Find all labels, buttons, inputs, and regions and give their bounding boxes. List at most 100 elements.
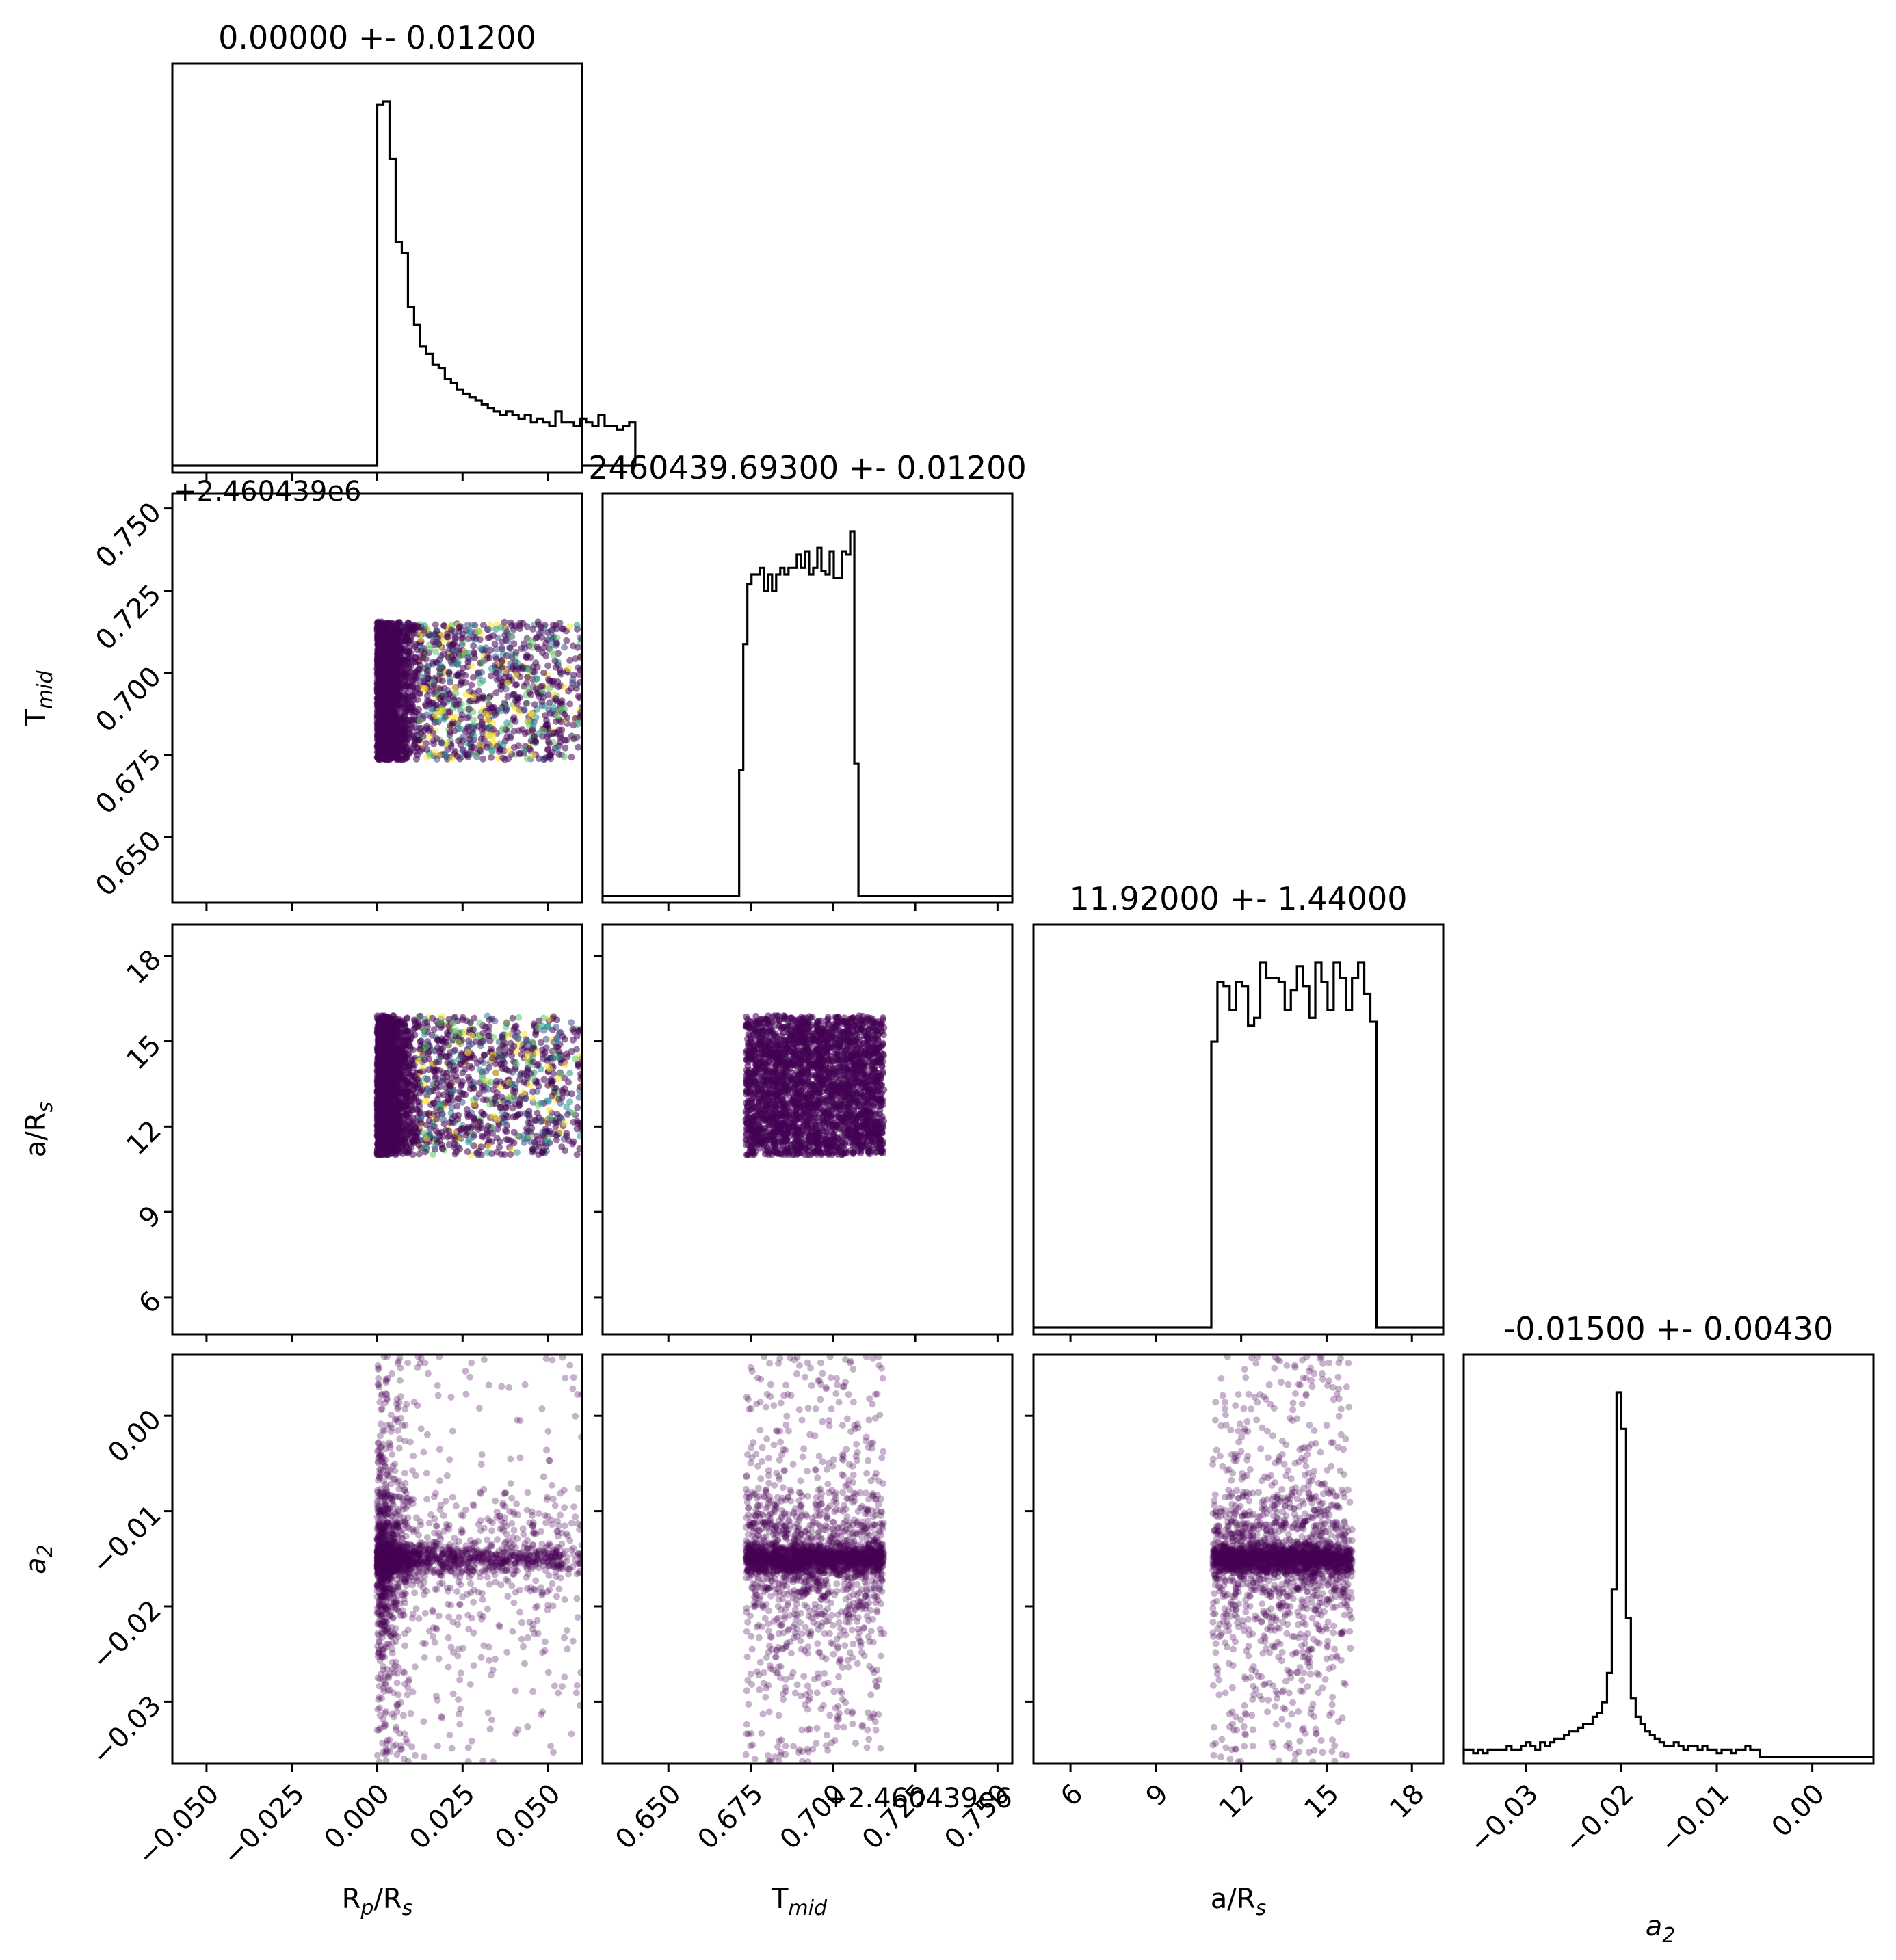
scatter-point xyxy=(479,755,487,763)
scatter-point xyxy=(451,1112,458,1120)
scatter-point xyxy=(538,1118,545,1126)
scatter-point xyxy=(563,637,570,644)
scatter-point xyxy=(417,1012,424,1020)
scatter-point xyxy=(534,646,542,653)
scatter-point xyxy=(421,622,428,629)
scatter-point xyxy=(397,736,405,743)
scatter-point xyxy=(421,1148,429,1156)
scatter-point xyxy=(499,754,507,762)
scatter-point xyxy=(453,643,461,650)
scatter-point xyxy=(550,729,557,737)
scatter-point xyxy=(553,745,561,753)
scatter-point xyxy=(389,741,396,749)
scatter-point xyxy=(529,1053,536,1061)
scatter-point xyxy=(521,706,528,713)
scatter-point xyxy=(390,732,397,739)
scatter-point xyxy=(503,719,511,727)
scatter-point xyxy=(552,695,559,702)
scatter-point xyxy=(548,648,555,655)
scatter-point xyxy=(536,1143,543,1151)
scatter-point xyxy=(568,754,575,761)
scatter-point xyxy=(492,655,500,663)
scatter-point xyxy=(503,1020,510,1027)
scatter-point xyxy=(539,1148,547,1156)
scatter-point xyxy=(566,623,574,631)
scatter-point xyxy=(492,646,500,653)
scatter-point xyxy=(484,1129,491,1137)
scatter-point xyxy=(482,644,490,652)
scatter-point xyxy=(459,664,466,672)
scatter-point xyxy=(472,1038,479,1046)
scatter-point xyxy=(537,1100,544,1107)
scatter-point xyxy=(449,1068,457,1074)
scatter-point xyxy=(535,1017,542,1024)
scatter-point xyxy=(507,660,514,667)
scatter-point xyxy=(446,690,453,698)
scatter-point xyxy=(568,1090,575,1098)
scatter-point xyxy=(464,1123,472,1130)
scatter-point xyxy=(408,650,414,657)
scatter-point xyxy=(454,1076,462,1084)
scatter-point xyxy=(484,1149,491,1156)
scatter-point xyxy=(550,703,557,711)
scatter-point xyxy=(446,708,453,716)
scatter-point xyxy=(438,677,446,685)
scatter-point xyxy=(457,726,464,733)
scatter-point xyxy=(558,697,566,704)
scatter-point xyxy=(424,667,431,675)
scatter-point xyxy=(491,640,499,648)
scatter-point xyxy=(498,1033,505,1041)
scatter-point xyxy=(383,1100,391,1108)
scatter-point xyxy=(534,1109,541,1117)
scatter-point xyxy=(460,746,467,754)
scatter-point xyxy=(527,709,534,717)
scatter-point xyxy=(405,1124,412,1132)
scatter-point xyxy=(529,722,537,730)
scatter-point xyxy=(464,658,472,665)
scatter-point xyxy=(421,685,428,693)
scatter-point xyxy=(472,752,479,759)
scatter-point xyxy=(423,722,431,730)
scatter-point xyxy=(544,1138,551,1145)
scatter-point xyxy=(479,1076,486,1083)
scatter-point xyxy=(503,628,510,636)
scatter-point xyxy=(429,1014,436,1022)
scatter-point xyxy=(448,1104,456,1111)
scatter-point xyxy=(427,752,434,759)
scatter-point xyxy=(399,657,407,663)
scatter-point xyxy=(373,677,381,685)
scatter-point xyxy=(506,644,514,652)
scatter-point xyxy=(523,755,531,763)
scatter-point xyxy=(476,747,484,754)
scatter-point xyxy=(524,1050,531,1058)
scatter-point xyxy=(510,640,518,648)
scatter-point xyxy=(388,640,395,648)
scatter-point xyxy=(510,1128,518,1136)
scatter-point xyxy=(429,699,436,706)
scatter-point xyxy=(443,1034,451,1042)
scatter-point xyxy=(464,1148,471,1155)
scatter-point xyxy=(453,1102,461,1110)
scatter-point xyxy=(400,700,408,708)
scatter-point xyxy=(545,740,553,747)
scatter-point xyxy=(546,634,553,641)
scatter-point xyxy=(470,633,477,641)
scatter-point xyxy=(531,1116,539,1124)
scatter-point xyxy=(477,713,484,721)
histogram-Tmid xyxy=(603,530,1012,897)
scatter-point xyxy=(423,1121,430,1128)
scatter-point xyxy=(412,755,420,763)
scatter-point xyxy=(431,1143,438,1150)
scatter-point xyxy=(424,674,432,682)
scatter-point xyxy=(573,622,581,629)
scatter-point xyxy=(529,625,537,633)
scatter-point xyxy=(464,723,472,730)
scatter-point xyxy=(566,1070,574,1077)
scatter-point xyxy=(440,1116,447,1124)
scatter-point xyxy=(401,724,408,732)
scatter-point xyxy=(503,1128,510,1135)
scatter-point xyxy=(563,1130,570,1137)
scatter-point xyxy=(447,728,453,736)
scatter-point xyxy=(488,704,496,712)
scatter-point xyxy=(468,681,475,689)
